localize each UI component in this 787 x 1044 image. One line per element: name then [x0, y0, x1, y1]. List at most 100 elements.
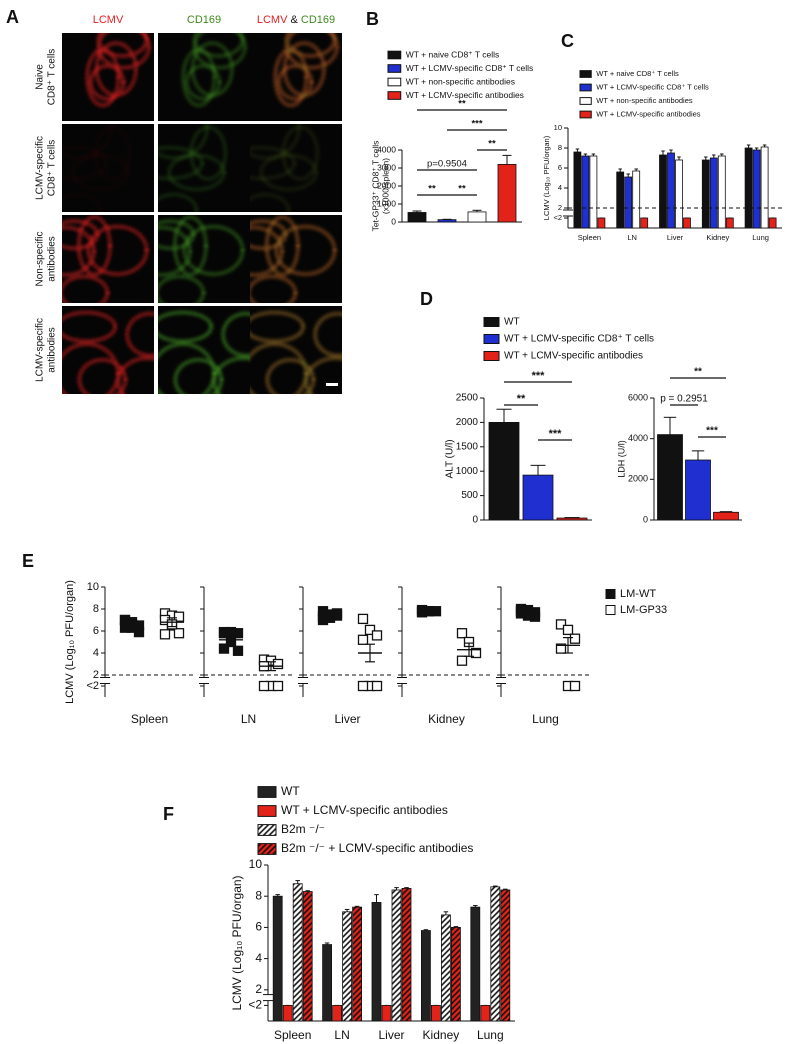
axis-break [100, 677, 110, 684]
y-tick-label: <2 [86, 680, 99, 692]
bar [391, 889, 402, 1022]
x-tick-label: Kidney [423, 1028, 460, 1042]
legend-swatch [579, 83, 592, 92]
stain-ring [158, 342, 217, 394]
stain-ring [192, 33, 248, 70]
bar [420, 930, 431, 1022]
y-tick-label: 3000 [377, 162, 396, 172]
column-header: CD169 [187, 14, 221, 26]
x-tick-label: Spleen [578, 233, 601, 242]
stain-ring [62, 219, 100, 251]
legend-swatch [605, 605, 616, 615]
bar [430, 1005, 441, 1022]
stain-ring [88, 63, 126, 101]
stain-ring [158, 274, 206, 303]
bar [640, 217, 649, 229]
bar [717, 155, 726, 229]
panel-letter: B [366, 9, 379, 29]
data-point [272, 680, 284, 692]
stain-ring [96, 33, 152, 70]
row-label: LCMV-specific [35, 318, 46, 382]
legend-swatch [387, 91, 402, 100]
x-tick-label: Lung [752, 233, 769, 242]
data-point [529, 611, 541, 622]
column-header: LCMV & CD169 [257, 14, 335, 26]
x-tick-label: Kidney [706, 233, 729, 242]
y-tick-label: 2000 [628, 474, 648, 484]
data-point [218, 643, 230, 654]
bar [272, 895, 283, 1022]
data-point [218, 628, 230, 639]
y-tick-label: 4 [93, 647, 99, 659]
axis-break [298, 677, 308, 684]
stain-ring [274, 224, 337, 277]
stain [181, 33, 248, 108]
header-part: CD169 [301, 14, 335, 26]
stain-ring [189, 125, 228, 181]
stain [250, 310, 342, 394]
significance-label: ** [517, 393, 526, 405]
column-header: LCMV [93, 14, 124, 26]
bar [401, 888, 412, 1022]
stain-ring [62, 145, 109, 181]
legend-swatch [257, 805, 277, 817]
legend-swatch [483, 317, 500, 327]
bar [440, 914, 451, 1022]
legend-label: WT + non-specific antibodies [596, 96, 693, 105]
axis-break [397, 677, 407, 684]
legend-swatch [257, 786, 277, 798]
stain-ring [158, 310, 214, 344]
bar [760, 146, 769, 229]
y-tick-label: 8 [255, 888, 262, 902]
stain [85, 33, 152, 108]
y-tick-label: 500 [461, 490, 478, 501]
stain-ring [221, 311, 250, 358]
bar [624, 176, 633, 229]
row-label: antibodies [47, 327, 58, 373]
stain [158, 124, 228, 212]
significance-label: ** [428, 184, 436, 195]
bar [470, 906, 481, 1022]
micrograph [62, 33, 154, 121]
legend-label: WT + LCMV-specific CD8⁺ T cells [504, 334, 654, 345]
y-tick-label: 2000 [456, 417, 479, 428]
panel-letter: D [420, 289, 433, 309]
stain-ring [62, 310, 118, 344]
x-tick-label: LN [627, 233, 637, 242]
data-point [371, 630, 383, 641]
y-tick-label: 0 [643, 514, 648, 524]
stain [273, 33, 340, 108]
legend-swatch [387, 77, 402, 87]
data-point [456, 655, 468, 666]
y-tick-label: 10 [87, 581, 99, 593]
legend-label: WT [504, 317, 520, 328]
stain-ring [62, 274, 110, 303]
data-point [470, 647, 482, 659]
x-tick-label: Spleen [131, 712, 168, 726]
y-tick-label: 2500 [456, 393, 479, 404]
y-tick-label: 4 [255, 951, 262, 965]
bar [467, 211, 487, 223]
bar [480, 1005, 491, 1022]
data-point [569, 633, 581, 644]
x-tick-label: Liver [667, 233, 684, 242]
y-tick-label: <2 [248, 998, 262, 1012]
data-point [555, 643, 567, 654]
stain-ring [250, 274, 298, 303]
stain-ring [273, 47, 309, 108]
stain-ring [281, 125, 320, 181]
y-tick-label: 8 [558, 143, 562, 152]
y-axis-label: LCMV (Log₁₀ PFU/organ) [542, 135, 551, 220]
legend-swatch [605, 589, 616, 599]
bar [497, 163, 517, 223]
stain-ring [250, 342, 309, 394]
stain [250, 124, 320, 212]
axis-break [563, 210, 573, 216]
micrograph [158, 124, 250, 212]
stain-ring [259, 153, 319, 192]
x-tick-label: Spleen [274, 1028, 311, 1042]
significance-label: *** [549, 428, 563, 440]
legend-swatch [483, 351, 500, 361]
y-tick-label: 1500 [456, 441, 479, 452]
